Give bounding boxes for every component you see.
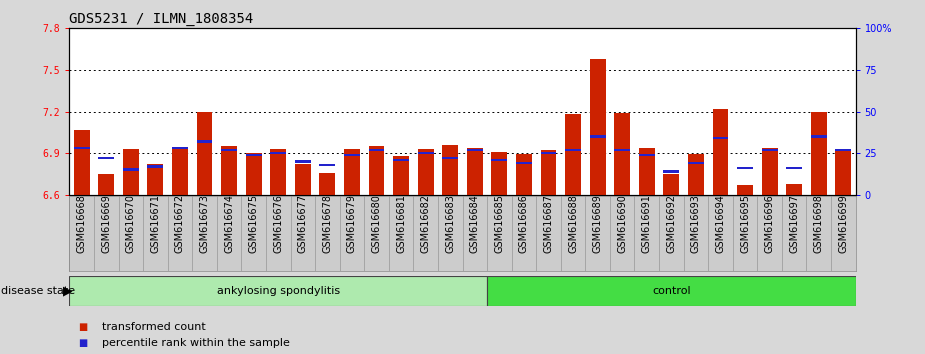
- Bar: [74, 130, 90, 195]
- Bar: [811, 135, 827, 138]
- Bar: [467, 149, 483, 151]
- Bar: [442, 145, 458, 195]
- Bar: [688, 162, 704, 164]
- Bar: [811, 112, 827, 195]
- Bar: [69, 276, 487, 306]
- Text: GDS5231 / ILMN_1808354: GDS5231 / ILMN_1808354: [69, 12, 253, 27]
- Bar: [614, 113, 630, 195]
- Bar: [589, 59, 606, 195]
- Bar: [491, 159, 507, 161]
- Text: disease state: disease state: [1, 286, 75, 296]
- Bar: [221, 149, 237, 151]
- Bar: [737, 185, 753, 195]
- Bar: [761, 148, 778, 195]
- Bar: [123, 169, 139, 171]
- Bar: [221, 146, 237, 195]
- Bar: [712, 109, 729, 195]
- Bar: [368, 149, 385, 151]
- Bar: [737, 167, 753, 169]
- Bar: [442, 157, 458, 159]
- Bar: [639, 148, 655, 195]
- Bar: [246, 153, 262, 195]
- Bar: [270, 152, 286, 154]
- Bar: [98, 174, 114, 195]
- Bar: [295, 160, 311, 163]
- Bar: [270, 149, 286, 195]
- Bar: [246, 154, 262, 156]
- Bar: [172, 149, 188, 195]
- Bar: [344, 154, 360, 156]
- Bar: [319, 164, 336, 166]
- Text: ■: ■: [79, 322, 88, 332]
- Bar: [614, 149, 630, 151]
- Bar: [639, 154, 655, 156]
- Bar: [147, 164, 164, 195]
- Bar: [786, 167, 802, 169]
- Text: ■: ■: [79, 338, 88, 348]
- Bar: [196, 112, 213, 195]
- Bar: [835, 149, 851, 151]
- Text: percentile rank within the sample: percentile rank within the sample: [102, 338, 290, 348]
- Bar: [786, 184, 802, 195]
- Bar: [418, 152, 434, 154]
- Bar: [516, 154, 532, 195]
- Text: control: control: [652, 286, 691, 296]
- Bar: [172, 147, 188, 149]
- Text: ankylosing spondylitis: ankylosing spondylitis: [216, 286, 339, 296]
- Bar: [565, 114, 581, 195]
- Bar: [393, 156, 409, 195]
- Bar: [565, 149, 581, 151]
- Bar: [123, 149, 139, 195]
- Bar: [319, 172, 336, 195]
- Bar: [147, 165, 164, 168]
- Bar: [761, 149, 778, 151]
- Bar: [98, 157, 114, 159]
- Bar: [688, 154, 704, 195]
- Bar: [487, 276, 856, 306]
- Bar: [663, 170, 679, 173]
- Bar: [516, 162, 532, 164]
- Bar: [467, 148, 483, 195]
- Text: transformed count: transformed count: [102, 322, 205, 332]
- Bar: [540, 150, 557, 195]
- Bar: [295, 164, 311, 195]
- Bar: [74, 147, 90, 149]
- Bar: [393, 159, 409, 161]
- Bar: [663, 174, 679, 195]
- Bar: [368, 146, 385, 195]
- Bar: [589, 135, 606, 138]
- Bar: [835, 149, 851, 195]
- Bar: [196, 140, 213, 143]
- Text: ▶: ▶: [63, 285, 72, 298]
- Bar: [491, 152, 507, 195]
- Bar: [540, 152, 557, 154]
- Bar: [344, 149, 360, 195]
- Bar: [418, 149, 434, 195]
- Bar: [712, 137, 729, 139]
